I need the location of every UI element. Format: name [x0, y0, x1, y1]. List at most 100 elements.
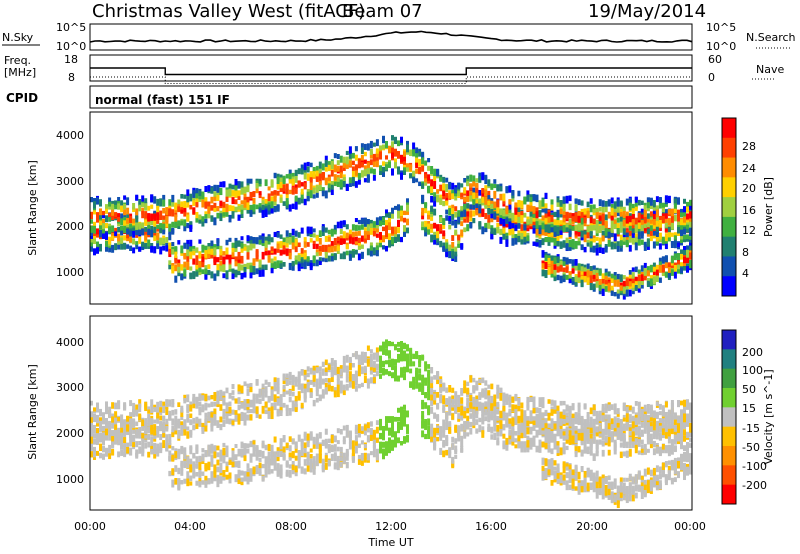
power-marks-cell	[667, 226, 671, 233]
vel-marks-cell	[249, 474, 253, 482]
vel-marks-cell	[297, 457, 301, 466]
power-marks-cell	[469, 214, 473, 222]
vel-marks-cell	[454, 454, 458, 459]
vel-marks-cell	[264, 466, 268, 472]
power-marks-cell	[192, 271, 196, 279]
power-marks-cell	[159, 215, 163, 220]
power-marks-cell	[463, 197, 467, 202]
vel-marks-cell	[195, 421, 199, 430]
power-marks-cell	[535, 194, 539, 203]
power-marks-cell	[312, 261, 316, 267]
power-marks-cell	[366, 248, 370, 256]
power-marks-cell	[120, 213, 124, 220]
power-marks-cell	[661, 216, 665, 224]
vel-marks-cell	[574, 445, 578, 454]
vel-marks-cell	[354, 429, 358, 435]
power-marks-cell	[210, 187, 214, 194]
vel-marks-cell	[210, 478, 214, 484]
vel-marks-cell	[535, 429, 539, 435]
vel-marks-cell	[327, 446, 331, 452]
vel-marks-cell	[315, 433, 319, 440]
power-marks-cell	[228, 237, 232, 242]
vel-marks-cell	[330, 444, 334, 452]
power-marks-cell	[382, 226, 385, 232]
power-marks-cell	[318, 257, 322, 263]
power-marks-cell	[397, 210, 400, 219]
power-marks-cell	[165, 245, 169, 252]
power-marks-cell	[219, 254, 223, 261]
vel-marks-cell	[234, 410, 238, 415]
power-marks-cell	[210, 271, 214, 279]
power-marks-cell	[258, 191, 262, 196]
power-marks-cell	[412, 149, 416, 154]
power-marks-cell	[210, 215, 214, 222]
vel-marks-cell	[270, 454, 274, 460]
power-marks-cell	[550, 204, 554, 211]
power-marks-cell	[391, 207, 394, 215]
power-marks-cell	[526, 219, 530, 225]
power-marks-cell	[565, 211, 569, 220]
vel-marks-cell	[613, 416, 617, 425]
power-marks-cell	[177, 199, 181, 206]
power-marks-cell	[634, 242, 638, 251]
power-marks-cell	[544, 228, 548, 236]
vel-marks-cell	[562, 434, 566, 441]
power-marks-cell	[499, 208, 503, 216]
vel-marks-cell	[511, 428, 515, 436]
power-marks-cell	[649, 219, 653, 224]
power-marks-cell	[436, 224, 440, 231]
vel-marks-cell	[457, 425, 461, 433]
vel-marks-cell	[141, 443, 145, 449]
power-marks-cell	[577, 229, 581, 237]
vel-marks-cell	[342, 440, 346, 445]
power-marks-cell	[664, 219, 668, 225]
power-marks-cell	[339, 228, 343, 235]
power-marks-cell	[547, 259, 551, 265]
vel-marks-cell	[288, 371, 292, 380]
vel-marks-cell	[366, 437, 370, 443]
power-marks-cell	[493, 212, 497, 220]
power-marks-cell	[237, 194, 241, 200]
power-marks-cell	[406, 204, 409, 212]
vel-marks-cell	[475, 419, 479, 425]
power-marks-cell	[303, 261, 307, 270]
power-marks-cell	[532, 216, 536, 224]
vel-marks-cell	[421, 430, 425, 438]
power-marks-cell	[643, 262, 647, 269]
vel-marks-cell	[372, 429, 376, 435]
power-marks-cell	[385, 245, 388, 252]
power-marks-cell	[562, 267, 566, 273]
power-marks-cell	[144, 202, 148, 211]
power-marks-cell	[424, 203, 428, 210]
power-marks-cell	[448, 251, 452, 259]
power-marks-cell	[285, 188, 289, 195]
power-marks-cell	[234, 190, 238, 198]
vel-marks-cell	[246, 414, 250, 421]
vel-marks-cell	[297, 453, 301, 458]
power-marks-cell	[514, 225, 518, 231]
vel-marks-cell	[135, 404, 139, 412]
power-marks-cell	[315, 249, 319, 255]
vel-marks-cell	[144, 428, 148, 435]
vel-marks-cell	[267, 451, 271, 457]
power-marks-cell	[505, 239, 509, 247]
power-marks-cell	[282, 201, 286, 206]
power-marks-cell	[466, 224, 470, 232]
power-marks-cell	[604, 275, 608, 281]
power-marks-cell	[493, 201, 497, 209]
vel-marks-cell	[168, 433, 172, 442]
power-marks-cell	[475, 192, 479, 198]
power-marks-cell	[357, 179, 361, 185]
vel-marks-cell	[90, 400, 93, 406]
power-marks-cell	[177, 259, 181, 266]
power-marks-cell	[502, 223, 506, 232]
power-marks-cell	[246, 207, 250, 214]
power-marks-cell	[544, 262, 548, 270]
power-marks-cell	[186, 189, 190, 196]
power-marks-cell	[505, 212, 509, 218]
vel-marks-cell	[640, 439, 644, 445]
vel-marks-cell	[382, 451, 385, 460]
power-marks-cell	[270, 207, 274, 214]
power-marks-cell	[306, 173, 310, 181]
power-marks-cell	[348, 254, 352, 261]
